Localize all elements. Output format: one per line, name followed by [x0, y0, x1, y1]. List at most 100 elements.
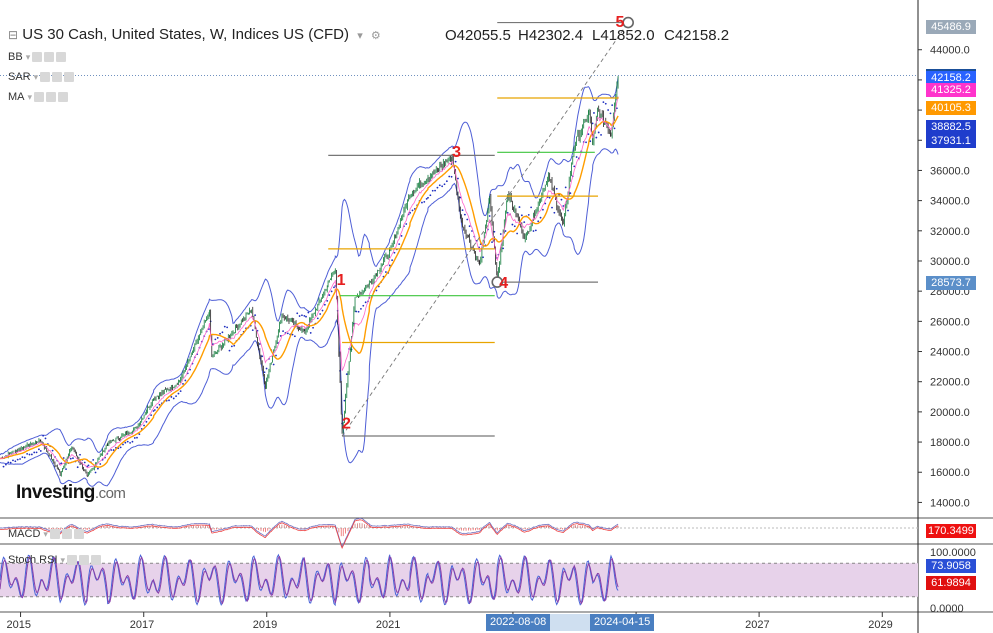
sar-dot	[611, 104, 614, 107]
collapse-icon[interactable]: ⊟	[8, 28, 19, 42]
macd-signal	[0, 519, 619, 549]
sar-dot	[94, 471, 97, 474]
sar-dot	[305, 315, 307, 318]
sar-dot	[216, 337, 219, 339]
sar-dot	[345, 373, 348, 376]
sar-dot	[513, 225, 516, 228]
sar-dot	[221, 331, 224, 334]
indicator-bb[interactable]: BB ▾	[8, 51, 67, 63]
sar-dot	[564, 186, 567, 189]
sar-dot	[131, 440, 134, 443]
eye-icon	[32, 52, 43, 63]
sar-dot	[35, 451, 38, 454]
eye-icon	[67, 555, 78, 566]
sar-dot	[429, 194, 432, 197]
sar-dot	[126, 440, 129, 443]
sar-dot	[553, 211, 556, 214]
sar-dot	[26, 452, 29, 455]
price-tag: 40105.3	[926, 101, 976, 115]
sar-dot	[263, 371, 266, 374]
anchor-handle	[622, 16, 634, 29]
sar-dot	[28, 453, 31, 456]
price-tick-label: 36000.0	[930, 165, 970, 177]
sar-dot	[69, 457, 72, 460]
sar-dot	[136, 436, 138, 439]
time-tick-label: 2015	[7, 619, 31, 631]
sar-dot	[506, 211, 509, 214]
sar-dot	[425, 197, 428, 200]
sar-dot	[488, 215, 491, 217]
sar-dot	[421, 201, 423, 204]
sar-dot	[459, 196, 462, 199]
price-tick-label: 30000.0	[930, 256, 970, 268]
price-tick-label: 24000.0	[930, 347, 970, 359]
price-tick-label: 22000.0	[930, 377, 970, 389]
indicator-stoch-rsi[interactable]: Stoch RSI ▾	[8, 554, 102, 566]
price-tick-label: 18000.0	[930, 437, 970, 449]
sar-dot	[562, 205, 565, 207]
gear-icon	[52, 72, 63, 83]
sar-dot	[326, 299, 329, 302]
sar-dot	[228, 349, 231, 352]
sar-dot	[39, 450, 42, 452]
time-tick-label: 2029	[868, 619, 892, 631]
time-tick-label: 2019	[253, 619, 277, 631]
time-tick-label: 2021	[376, 619, 400, 631]
sar-dot	[548, 196, 551, 199]
close-icon	[73, 529, 84, 540]
stoch-d-line	[0, 555, 619, 605]
sar-dot	[530, 206, 533, 209]
sar-dot	[520, 214, 523, 217]
sar-dot	[12, 459, 14, 462]
sar-dot	[119, 446, 122, 449]
wave-label: 4	[499, 275, 508, 292]
settings-icon[interactable]: ⚙	[370, 30, 381, 42]
sar-dot	[265, 367, 268, 370]
sar-dot	[471, 230, 473, 232]
sar-dot	[613, 127, 616, 130]
sar-dot	[177, 392, 180, 395]
indicator-sar[interactable]: SAR ▾	[8, 71, 75, 83]
sar-dot	[609, 112, 612, 115]
sar-dot	[527, 213, 530, 216]
crosshair-date-2: 2024-04-15	[590, 614, 655, 631]
sar-dot	[189, 368, 191, 371]
sar-dot	[567, 209, 569, 212]
sar-dot	[79, 453, 81, 456]
sar-dot	[319, 313, 322, 315]
sar-dot	[96, 467, 99, 470]
sar-dot	[400, 235, 403, 237]
eye-icon	[49, 529, 60, 540]
sar-dot	[286, 332, 289, 335]
price-tag: 28573.7	[926, 276, 976, 290]
sar-dot	[333, 286, 335, 289]
sar-dot	[423, 201, 426, 203]
sar-dot	[42, 434, 45, 437]
sar-dot	[293, 335, 296, 338]
indicator-ma[interactable]: MA ▾	[8, 91, 69, 103]
sar-dot	[233, 344, 236, 347]
sar-dot	[230, 345, 233, 348]
symbol-title[interactable]: US 30 Cash, United States, W, Indices US…	[22, 26, 350, 43]
sar-dot	[312, 326, 314, 329]
sar-dot	[593, 112, 595, 114]
chevron-down-icon[interactable]: ▾	[357, 30, 363, 42]
sar-dot	[436, 186, 439, 189]
price-tag: 45486.9	[926, 20, 976, 34]
sar-dot	[112, 449, 115, 451]
sar-dot	[544, 202, 547, 205]
sar-dot	[323, 303, 326, 306]
sar-dot	[175, 395, 177, 398]
macd-line	[0, 517, 619, 548]
sar-dot	[33, 451, 36, 454]
sar-dot	[328, 294, 331, 296]
indicator-macd[interactable]: MACD ▾	[8, 528, 84, 540]
sar-dot	[172, 397, 175, 400]
sar-dot	[2, 465, 5, 468]
sar-dot	[147, 417, 150, 420]
close-icon	[58, 92, 69, 103]
sar-dot	[604, 102, 607, 105]
sar-dot	[398, 243, 401, 246]
sar-dot	[589, 140, 592, 143]
